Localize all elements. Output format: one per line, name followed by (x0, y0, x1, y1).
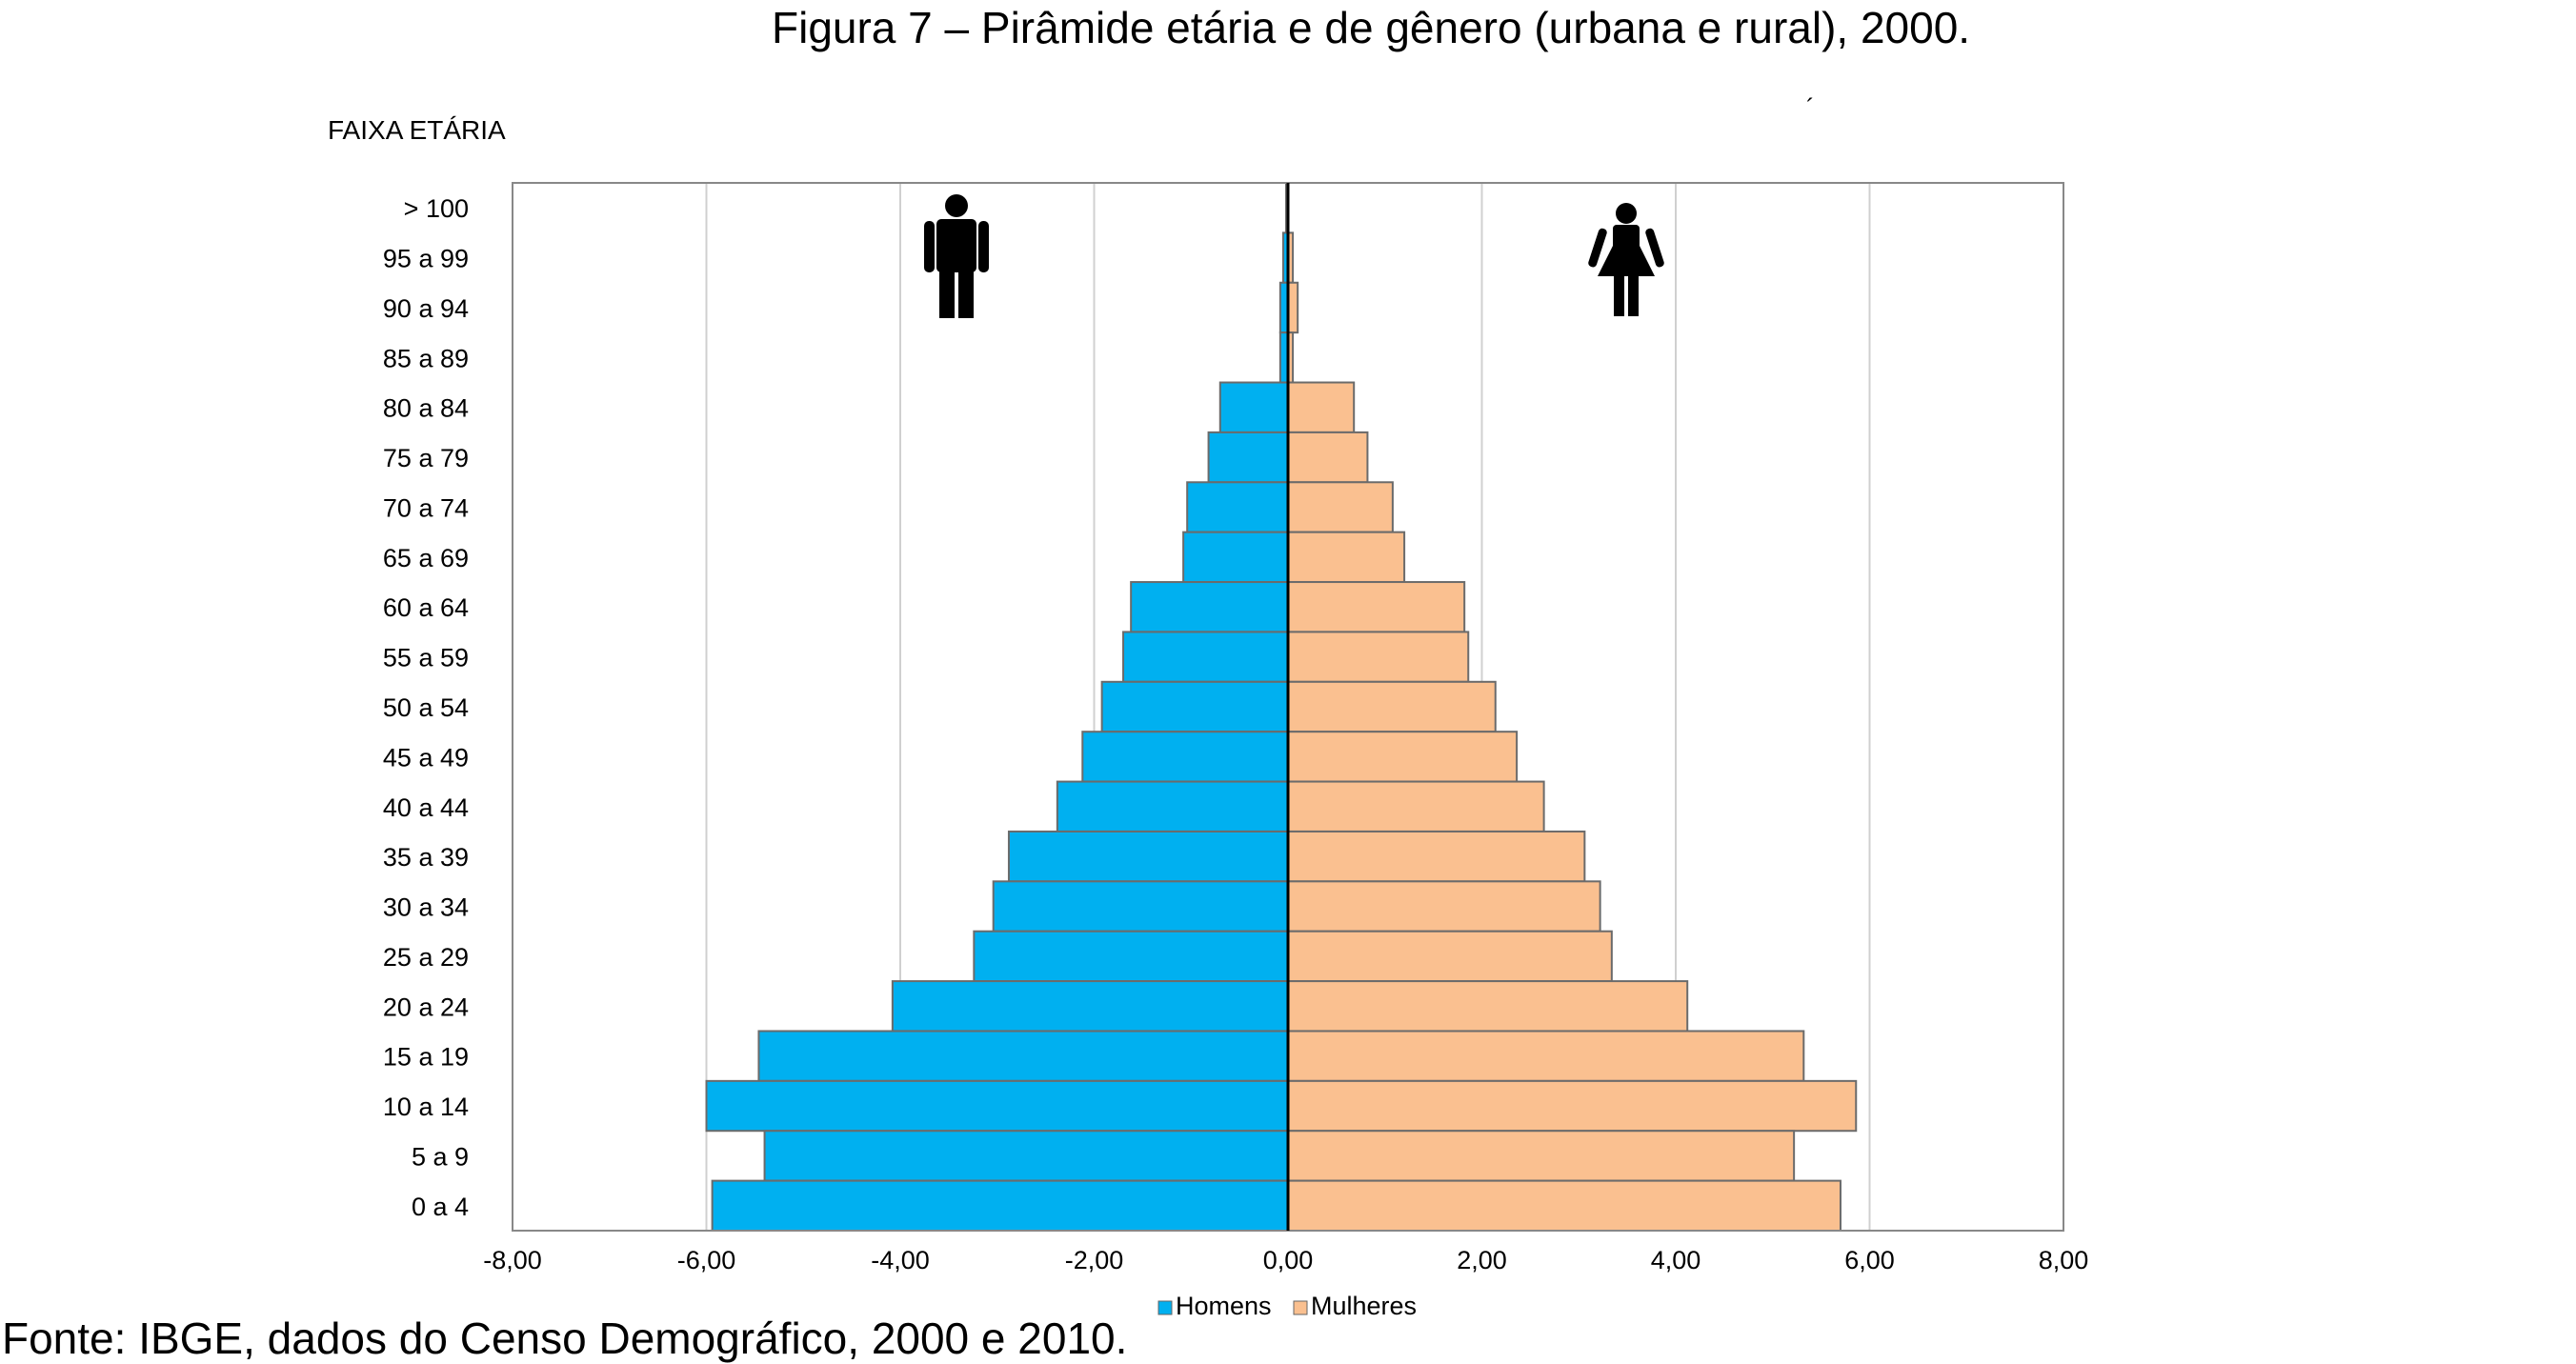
bar-homens-13 (1007, 830, 1289, 883)
bar-homens-18 (705, 1079, 1289, 1133)
y-tick-label: 65 a 69 (383, 544, 469, 572)
bar-mulheres-13 (1287, 830, 1586, 883)
y-tick-label: 25 a 29 (383, 943, 469, 972)
x-tick-label: 8,00 (2039, 1246, 2089, 1274)
bar-homens-10 (1100, 680, 1290, 733)
bar-homens-14 (992, 880, 1290, 933)
y-tick-label: 30 a 34 (383, 893, 469, 922)
y-tick-label: 15 a 19 (383, 1043, 469, 1072)
bar-homens-20 (711, 1179, 1289, 1232)
legend-swatch-homens (1157, 1300, 1173, 1315)
y-tick-label: 90 a 94 (383, 294, 469, 323)
bar-homens-8 (1130, 581, 1290, 633)
figure-title: Figura 7 – Pirâmide etária e de gênero (… (772, 3, 1971, 52)
y-tick-label: 35 a 39 (383, 843, 469, 872)
bar-homens-4 (1218, 381, 1290, 433)
legend-label-mulheres: Mulheres (1311, 1292, 1417, 1320)
bar-homens-9 (1122, 631, 1290, 683)
bar-homens-16 (891, 980, 1289, 1033)
bar-homens-15 (973, 930, 1290, 983)
y-tick-label: 85 a 89 (383, 344, 469, 372)
bar-homens-11 (1081, 731, 1290, 783)
y-tick-label: 50 a 54 (383, 693, 469, 722)
y-axis-title: FAIXA ETÁRIA (328, 115, 506, 145)
x-tick-label: -8,00 (483, 1246, 542, 1274)
x-tick-label: 2,00 (1457, 1246, 1507, 1274)
x-tick-label: 4,00 (1651, 1246, 1701, 1274)
bar-mulheres-9 (1287, 631, 1470, 683)
legend-label-homens: Homens (1176, 1292, 1272, 1320)
y-tick-label: > 100 (404, 194, 469, 223)
x-tick-label: -4,00 (871, 1246, 930, 1274)
bar-mulheres-5 (1287, 431, 1369, 484)
stray-mark: ´ (1806, 93, 1815, 122)
y-tick-label: 70 a 74 (383, 493, 469, 522)
legend: Homens Mulheres (1157, 1292, 1417, 1320)
bar-homens-5 (1207, 431, 1289, 484)
bar-mulheres-7 (1287, 531, 1406, 584)
bar-homens-12 (1056, 780, 1289, 832)
x-axis-labels: -8,00 -6,00 -4,00 -2,00 0,00 2,00 4,00 6,00 8,00 (483, 1246, 2088, 1274)
source-caption: Fonte: IBGE, dados do Censo Demográfico,… (2, 1314, 1128, 1363)
y-tick-label: 40 a 44 (383, 793, 469, 822)
y-tick-label: 45 a 49 (383, 743, 469, 772)
bar-homens-7 (1182, 531, 1289, 584)
bar-homens-19 (763, 1130, 1289, 1182)
bar-mulheres-4 (1287, 381, 1356, 433)
y-tick-label: 5 a 9 (412, 1142, 469, 1171)
bar-mulheres-2 (1287, 281, 1299, 334)
bar-mulheres-10 (1287, 680, 1497, 733)
bar-mulheres-19 (1287, 1130, 1796, 1182)
bar-homens-6 (1186, 481, 1290, 533)
y-tick-label: 20 a 24 (383, 993, 469, 1021)
bar-mulheres-16 (1287, 980, 1689, 1033)
y-tick-label: 55 a 59 (383, 644, 469, 672)
bar-mulheres-6 (1287, 481, 1394, 533)
x-tick-label: 6,00 (1844, 1246, 1895, 1274)
bars (705, 182, 1858, 1232)
female-figure-icon (1588, 203, 1664, 316)
bar-mulheres-11 (1287, 731, 1519, 783)
male-figure-icon (924, 194, 989, 318)
y-tick-label: 60 a 64 (383, 593, 469, 622)
legend-swatch-mulheres (1293, 1300, 1308, 1315)
x-tick-label: -6,00 (677, 1246, 736, 1274)
x-tick-label: -2,00 (1065, 1246, 1124, 1274)
y-tick-label: 75 a 79 (383, 444, 469, 472)
y-tick-label: 95 a 99 (383, 245, 469, 273)
bar-mulheres-20 (1287, 1179, 1841, 1232)
bar-mulheres-18 (1287, 1079, 1858, 1133)
y-tick-label: 0 a 4 (412, 1193, 469, 1221)
bar-mulheres-15 (1287, 930, 1613, 983)
y-tick-label: 10 a 14 (383, 1093, 469, 1121)
y-axis-labels: > 100 95 a 99 90 a 94 85 a 89 80 a 84 75 a 79… (383, 194, 469, 1221)
bar-homens-17 (757, 1030, 1289, 1082)
bar-mulheres-12 (1287, 780, 1545, 832)
bar-mulheres-17 (1287, 1030, 1805, 1082)
x-tick-label: 0,00 (1263, 1246, 1314, 1274)
bar-mulheres-14 (1287, 880, 1601, 933)
y-tick-label: 80 a 84 (383, 394, 469, 423)
bar-mulheres-8 (1287, 581, 1466, 633)
